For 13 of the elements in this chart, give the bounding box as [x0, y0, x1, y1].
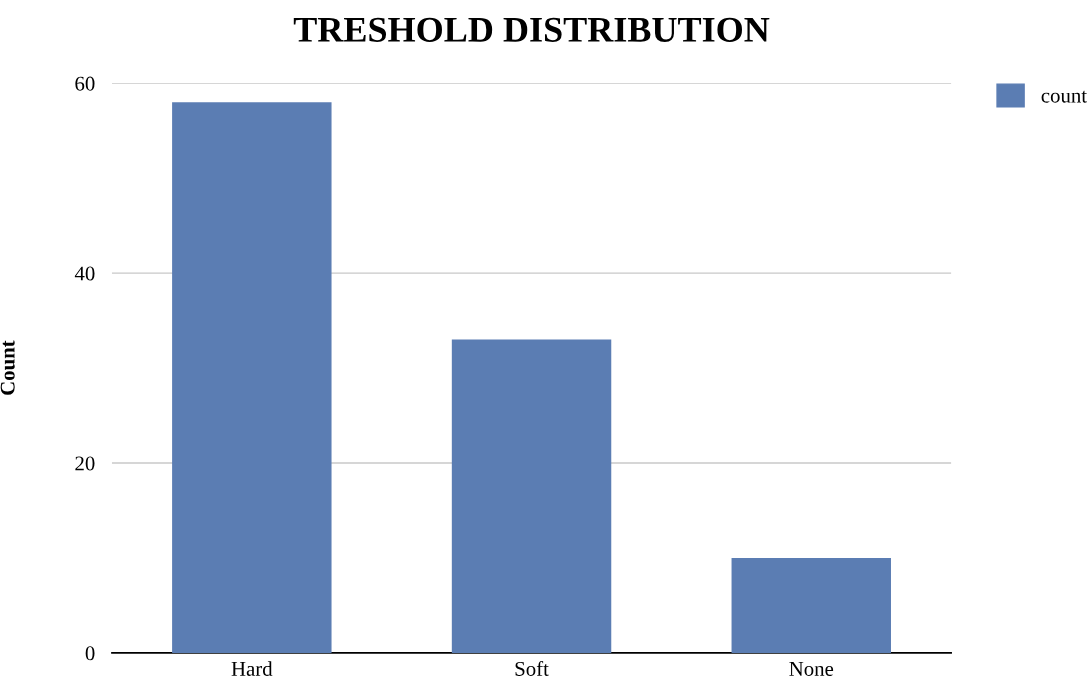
bar [172, 102, 332, 653]
y-tick-label: 60 [75, 76, 95, 91]
bar [451, 339, 612, 653]
legend-label: count [1041, 90, 1087, 103]
bar [731, 557, 891, 653]
chart-title: TRESHOLD DISTRIBUTION [293, 17, 770, 42]
y-tick-label: 0 [85, 646, 95, 661]
y-tick-label: 20 [75, 456, 95, 471]
x-tick-label: Hard [231, 661, 273, 676]
x-tick-label: None [789, 662, 834, 676]
y-tick-label: 40 [74, 266, 95, 281]
x-tick-label: Soft [515, 661, 549, 676]
y-axis-title: Count [0, 340, 15, 395]
